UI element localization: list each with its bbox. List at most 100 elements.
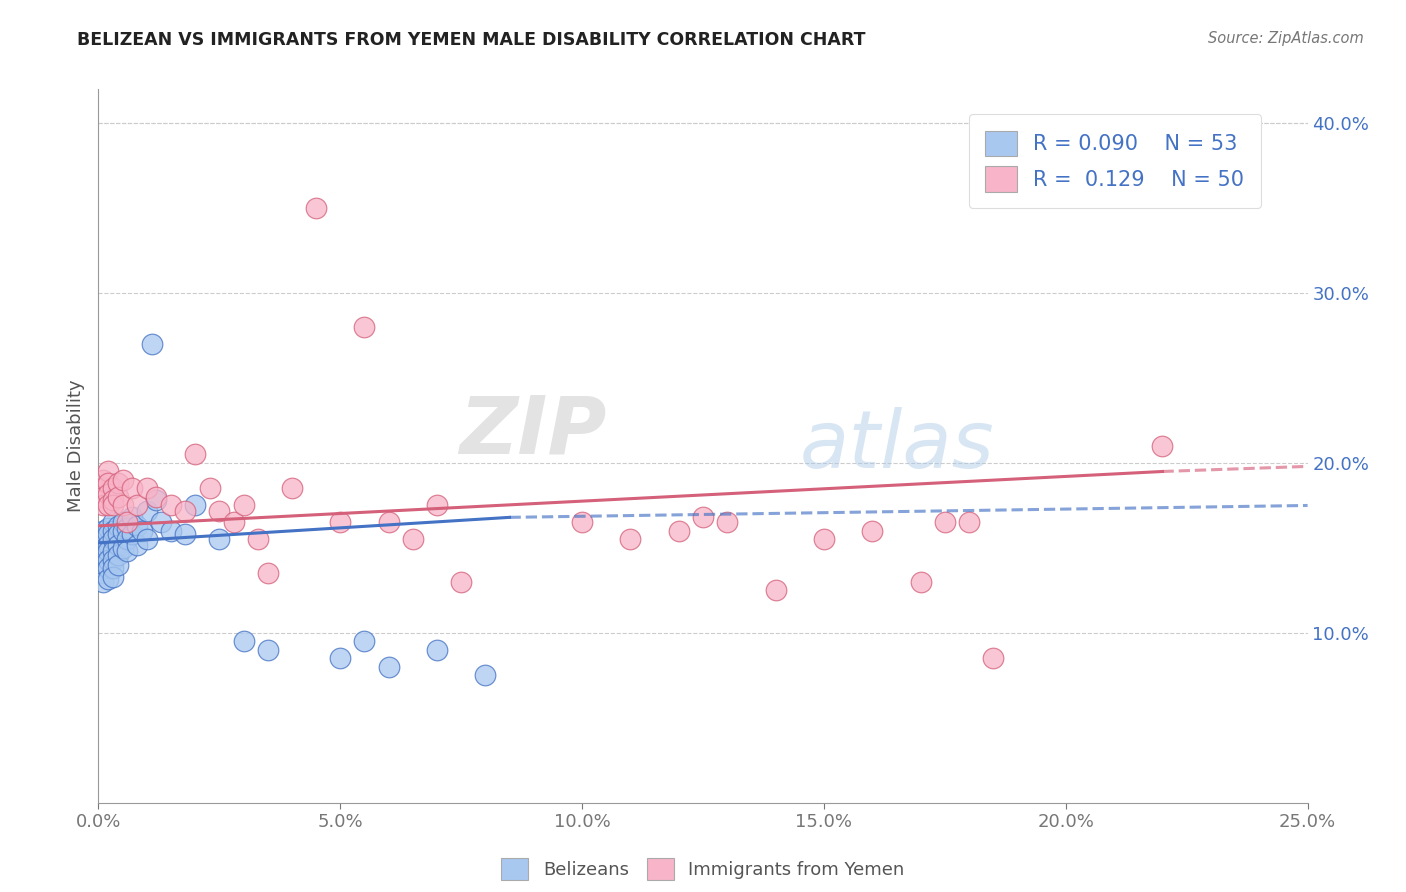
Point (101, 516, 124, 530)
Point (160, 499, 183, 513)
Point (160, 524, 183, 538)
Point (571, 516, 593, 530)
Point (101, 544, 124, 558)
Point (97, 499, 120, 513)
Point (121, 482, 143, 496)
Point (353, 634, 375, 648)
Text: BELIZEAN VS IMMIGRANTS FROM YEMEN MALE DISABILITY CORRELATION CHART: BELIZEAN VS IMMIGRANTS FROM YEMEN MALE D… (77, 31, 866, 49)
Point (101, 493, 124, 508)
Point (135, 533, 157, 547)
Point (101, 570, 124, 584)
Point (117, 516, 139, 530)
Point (208, 533, 231, 547)
Point (107, 558, 129, 572)
Point (716, 516, 738, 530)
Point (860, 524, 883, 538)
Point (426, 499, 449, 513)
Point (97, 465, 120, 479)
Point (121, 510, 143, 524)
Point (117, 544, 139, 558)
Point (474, 668, 496, 682)
Point (101, 561, 124, 575)
Point (91, 482, 114, 496)
Point (97, 553, 120, 567)
Point (107, 527, 129, 541)
Point (813, 533, 835, 547)
Point (101, 482, 124, 496)
Point (111, 524, 134, 538)
Point (91, 524, 114, 538)
Point (232, 634, 254, 648)
Point (101, 533, 124, 547)
Point (957, 516, 980, 530)
Point (934, 516, 956, 530)
Point (107, 490, 129, 504)
Point (981, 651, 1004, 665)
Point (256, 566, 278, 581)
Point (111, 541, 134, 555)
Point (91, 549, 114, 564)
Point (426, 643, 449, 657)
Point (131, 524, 153, 538)
Point (910, 574, 932, 589)
Point (97, 527, 120, 541)
Point (107, 548, 129, 562)
Point (377, 516, 399, 530)
Point (127, 519, 149, 533)
Point (107, 519, 129, 533)
Point (402, 533, 425, 547)
Point (135, 482, 157, 496)
Point (127, 537, 149, 551)
Point (121, 527, 143, 541)
Point (135, 503, 157, 517)
Point (117, 533, 139, 547)
Point (232, 499, 254, 513)
Point (281, 482, 304, 496)
Point (111, 516, 134, 530)
Point (97, 537, 120, 551)
Point (97, 561, 120, 575)
Y-axis label: Male Disability: Male Disability (66, 380, 84, 512)
Point (97, 520, 120, 534)
Point (668, 524, 690, 538)
Point (91, 533, 114, 547)
Point (305, 201, 328, 215)
Point (91, 544, 114, 558)
Point (353, 320, 375, 334)
Point (150, 516, 173, 530)
Point (111, 499, 134, 513)
Legend: Belizeans, Immigrants from Yemen: Belizeans, Immigrants from Yemen (494, 851, 912, 888)
Point (91, 473, 114, 487)
Point (174, 503, 197, 517)
Point (145, 493, 167, 508)
Point (692, 510, 714, 524)
Point (91, 574, 114, 589)
Point (619, 533, 641, 547)
Point (184, 448, 207, 462)
Point (107, 537, 129, 551)
Point (222, 516, 245, 530)
Point (208, 503, 231, 517)
Point (91, 566, 114, 581)
Point (329, 516, 352, 530)
Point (174, 527, 197, 541)
Point (141, 337, 163, 351)
Point (198, 482, 221, 496)
Point (377, 660, 399, 674)
Text: ZIP: ZIP (458, 392, 606, 471)
Point (127, 499, 149, 513)
Point (1152, 439, 1174, 453)
Point (97, 572, 120, 586)
Point (97, 476, 120, 491)
Point (184, 499, 207, 513)
Point (145, 490, 167, 504)
Point (117, 520, 139, 534)
Text: atlas: atlas (800, 407, 994, 485)
Point (97, 544, 120, 558)
Text: Source: ZipAtlas.com: Source: ZipAtlas.com (1208, 31, 1364, 46)
Point (91, 558, 114, 572)
Point (329, 651, 352, 665)
Point (450, 574, 472, 589)
Point (107, 476, 129, 491)
Point (91, 499, 114, 513)
